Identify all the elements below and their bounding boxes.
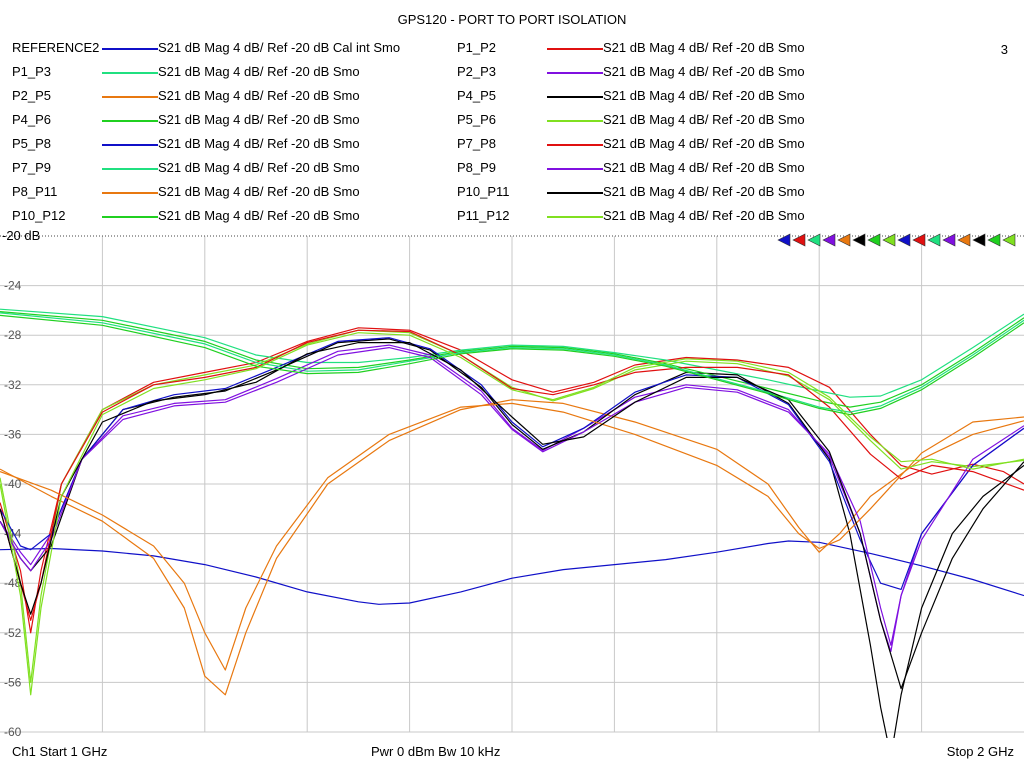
trace-ref-marker[interactable]	[777, 233, 791, 247]
legend-trace-name: P5_P6	[457, 112, 497, 127]
legend-trace-description: S21 dB Mag 4 dB/ Ref -20 dB Smo	[158, 184, 360, 199]
legend-trace-name: P7_P9	[12, 160, 52, 175]
legend-line-swatch	[547, 168, 603, 170]
trace-ref-marker[interactable]	[822, 233, 836, 247]
trace-ref-marker[interactable]	[927, 233, 941, 247]
y-tick-label: -24	[4, 279, 22, 293]
legend-trace-name: P8_P9	[457, 160, 497, 175]
legend-trace-description: S21 dB Mag 4 dB/ Ref -20 dB Smo	[158, 136, 360, 151]
y-tick-label: -52	[4, 626, 22, 640]
trace-ref-marker[interactable]	[972, 233, 986, 247]
legend-trace-description: S21 dB Mag 4 dB/ Ref -20 dB Smo	[603, 136, 805, 151]
plot-area: -24-28-32-36-40-44-48-52-56-60 -20 dB	[0, 228, 1024, 738]
legend-trace-name: P4_P6	[12, 112, 52, 127]
trace-ref-marker[interactable]	[882, 233, 896, 247]
trace-line	[0, 314, 1024, 416]
y-tick-labels: -24-28-32-36-40-44-48-52-56-60	[4, 279, 22, 738]
legend-trace-description: S21 dB Mag 4 dB/ Ref -20 dB Smo	[158, 64, 360, 79]
footer-start-frequency: Ch1 Start 1 GHz	[12, 744, 108, 759]
y-tick-label: -32	[4, 378, 22, 392]
channel-number: 3	[1000, 42, 1008, 57]
legend-line-swatch	[102, 72, 158, 74]
trace-line	[0, 332, 1024, 696]
y-tick-label: -28	[4, 328, 22, 342]
trace-line	[0, 402, 1024, 671]
legend-trace-name: P7_P8	[457, 136, 497, 151]
legend-line-swatch	[102, 48, 158, 50]
legend-trace-description: S21 dB Mag 4 dB/ Ref -20 dB Smo	[158, 112, 360, 127]
trace-ref-marker[interactable]	[912, 233, 926, 247]
legend-line-swatch	[102, 144, 158, 146]
trace-ref-marker[interactable]	[897, 233, 911, 247]
trace-line	[0, 337, 1024, 590]
legend-line-swatch	[102, 120, 158, 122]
legend-trace-description: S21 dB Mag 4 dB/ Ref -20 dB Cal int Smo	[158, 40, 401, 55]
legend-line-swatch	[547, 144, 603, 146]
trace-markers	[777, 233, 1016, 247]
legend-trace-name: REFERENCE2	[12, 40, 100, 55]
trace-ref-marker[interactable]	[957, 233, 971, 247]
legend-trace-description: S21 dB Mag 4 dB/ Ref -20 dB Smo	[603, 40, 805, 55]
y-tick-label: -36	[4, 427, 22, 441]
y-tick-label: -56	[4, 675, 22, 689]
legend-trace-description: S21 dB Mag 4 dB/ Ref -20 dB Smo	[158, 160, 360, 175]
legend-trace-description: S21 dB Mag 4 dB/ Ref -20 dB Smo	[603, 64, 805, 79]
legend-line-swatch	[102, 216, 158, 218]
legend-line-swatch	[547, 216, 603, 218]
legend-trace-name: P11_P12	[457, 208, 510, 223]
legend-trace-description: S21 dB Mag 4 dB/ Ref -20 dB Smo	[158, 88, 360, 103]
legend-trace-description: S21 dB Mag 4 dB/ Ref -20 dB Smo	[603, 88, 805, 103]
trace-ref-marker[interactable]	[807, 233, 821, 247]
legend-line-swatch	[547, 72, 603, 74]
reference-label: -20 dB	[2, 228, 40, 243]
trace-ref-marker[interactable]	[837, 233, 851, 247]
trace-ref-marker[interactable]	[942, 233, 956, 247]
trace-line	[0, 346, 1024, 646]
trace-ref-marker[interactable]	[852, 233, 866, 247]
legend-trace-name: P1_P3	[12, 64, 52, 79]
legend-line-swatch	[547, 96, 603, 98]
trace-line	[0, 341, 1024, 690]
trace-line	[0, 540, 1024, 605]
legend-trace-name: P2_P5	[12, 88, 52, 103]
legend-line-swatch	[547, 192, 603, 194]
trace-ref-marker[interactable]	[1002, 233, 1016, 247]
legend-trace-description: S21 dB Mag 4 dB/ Ref -20 dB Smo	[603, 208, 805, 223]
legend-trace-name: P10_P11	[457, 184, 510, 199]
legend-trace-name: P2_P3	[457, 64, 497, 79]
legend-trace-name: P8_P11	[12, 184, 58, 199]
legend-trace-name: P4_P5	[457, 88, 497, 103]
footer-power-bandwidth: Pwr 0 dBm Bw 10 kHz	[371, 744, 501, 759]
legend-line-swatch	[102, 96, 158, 98]
trace-line	[0, 312, 1024, 413]
grid	[0, 236, 1024, 733]
legend-line-swatch	[102, 168, 158, 170]
trace-ref-marker[interactable]	[987, 233, 1001, 247]
footer-stop-frequency: Stop 2 GHz	[946, 744, 1014, 759]
traces	[0, 308, 1024, 738]
trace-ref-marker[interactable]	[792, 233, 806, 247]
legend-trace-name: P5_P8	[12, 136, 52, 151]
trace-line	[0, 308, 1024, 398]
legend-trace-description: S21 dB Mag 4 dB/ Ref -20 dB Smo	[603, 112, 805, 127]
legend-line-swatch	[547, 120, 603, 122]
trace-ref-marker[interactable]	[867, 233, 881, 247]
trace-line	[0, 329, 1024, 621]
y-tick-label: -40	[4, 477, 22, 491]
chart-title: GPS120 - PORT TO PORT ISOLATION	[397, 12, 627, 27]
legend-trace-description: S21 dB Mag 4 dB/ Ref -20 dB Smo	[158, 208, 360, 223]
y-tick-label: -60	[4, 725, 22, 738]
legend-trace-description: S21 dB Mag 4 dB/ Ref -20 dB Smo	[603, 184, 805, 199]
legend-trace-name: P10_P12	[12, 208, 66, 223]
legend-trace-description: S21 dB Mag 4 dB/ Ref -20 dB Smo	[603, 160, 805, 175]
legend-trace-name: P1_P2	[457, 40, 497, 55]
legend-line-swatch	[102, 192, 158, 194]
legend-line-swatch	[547, 48, 603, 50]
